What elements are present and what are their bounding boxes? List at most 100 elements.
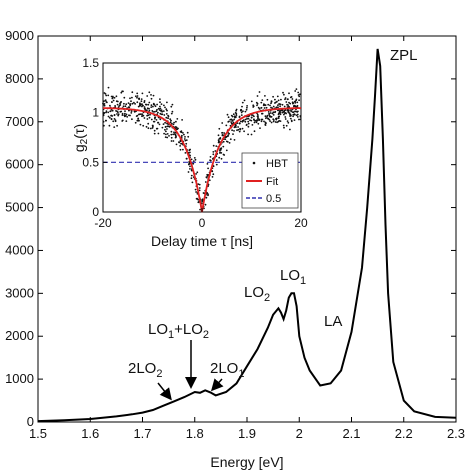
hbt-point	[116, 113, 118, 115]
hbt-point	[165, 130, 167, 133]
hbt-point	[194, 158, 197, 161]
hbt-point	[191, 181, 194, 184]
hbt-point	[198, 183, 201, 186]
hbt-point	[233, 118, 236, 121]
hbt-point	[247, 133, 250, 136]
hbt-point	[299, 115, 302, 117]
hbt-point	[246, 105, 249, 107]
hbt-point	[142, 124, 145, 127]
hbt-point	[228, 132, 231, 135]
annotation-2lo2-sub: 2	[156, 368, 162, 380]
hbt-point	[241, 105, 243, 108]
hbt-point	[291, 98, 294, 100]
hbt-point	[180, 142, 182, 145]
hbt-point	[116, 110, 118, 113]
hbt-point	[272, 120, 275, 123]
hbt-point	[251, 124, 254, 126]
hbt-point	[264, 104, 267, 106]
hbt-point	[227, 134, 230, 137]
hbt-point	[256, 104, 258, 107]
hbt-point	[159, 118, 162, 121]
spectrum-line	[37, 48, 457, 423]
hbt-point	[160, 109, 163, 111]
hbt-point	[283, 126, 285, 129]
hbt-point	[282, 124, 285, 127]
annotation-lo2: LO2	[244, 284, 270, 304]
hbt-point	[209, 159, 212, 162]
hbt-point	[230, 121, 233, 123]
main-y-tick-label: 8000	[5, 71, 34, 86]
hbt-point	[104, 99, 107, 102]
arrow-2lo2	[157, 382, 172, 401]
hbt-point	[265, 122, 267, 124]
hbt-point	[259, 127, 261, 129]
hbt-point	[204, 203, 207, 206]
hbt-point	[133, 101, 135, 104]
hbt-point	[296, 116, 299, 118]
hbt-point	[279, 113, 282, 116]
hbt-point	[217, 141, 220, 143]
hbt-point	[147, 103, 150, 106]
hbt-point	[110, 95, 113, 98]
hbt-point	[288, 92, 290, 95]
hbt-point	[164, 106, 166, 109]
hbt-point	[183, 138, 186, 140]
hbt-point	[241, 101, 244, 104]
hbt-point	[138, 104, 141, 107]
inset-y-tick-label: 1.5	[82, 56, 99, 70]
hbt-point	[283, 93, 285, 96]
hbt-point	[215, 145, 218, 148]
hbt-point	[268, 118, 271, 121]
hbt-point	[107, 86, 110, 89]
hbt-point	[173, 121, 176, 124]
hbt-point	[162, 110, 165, 112]
hbt-point	[274, 121, 277, 123]
hbt-point	[235, 116, 237, 118]
hbt-point	[159, 105, 161, 108]
hbt-point	[111, 97, 114, 100]
hbt-point	[277, 99, 280, 102]
hbt-point	[187, 163, 190, 166]
hbt-point	[276, 121, 278, 124]
hbt-point	[196, 197, 199, 200]
hbt-point	[144, 107, 146, 110]
main-x-tick-label: 2.3	[447, 426, 465, 441]
hbt-point	[241, 119, 244, 122]
hbt-point	[294, 113, 296, 116]
main-y-tick-label: 3000	[5, 285, 34, 300]
hbt-point	[206, 173, 209, 176]
hbt-point	[134, 103, 137, 105]
hbt-point	[256, 113, 259, 116]
hbt-point	[252, 106, 255, 108]
hbt-point	[124, 110, 126, 112]
hbt-point	[130, 112, 133, 114]
hbt-point	[152, 105, 154, 108]
hbt-point	[167, 115, 170, 118]
hbt-point	[265, 117, 267, 120]
hbt-point	[131, 96, 133, 99]
hbt-point	[220, 157, 223, 160]
hbt-point	[170, 133, 173, 136]
hbt-point	[198, 187, 201, 189]
hbt-point	[272, 118, 275, 121]
hbt-point	[142, 104, 144, 107]
hbt-point	[229, 138, 232, 141]
hbt-point	[166, 125, 169, 128]
hbt-point	[143, 101, 146, 104]
hbt-point	[239, 120, 242, 123]
hbt-point	[111, 109, 114, 112]
hbt-point	[233, 126, 236, 129]
hbt-point	[174, 136, 177, 139]
hbt-point	[206, 163, 209, 165]
hbt-point	[270, 106, 272, 109]
hbt-point	[131, 91, 134, 94]
hbt-point	[299, 118, 302, 121]
hbt-point	[130, 110, 133, 112]
hbt-point	[140, 100, 143, 103]
hbt-point	[260, 106, 263, 109]
hbt-point	[114, 105, 116, 107]
hbt-point	[127, 106, 130, 109]
annotation-combo-plus: +LO	[174, 321, 203, 338]
hbt-point	[247, 125, 250, 128]
annotation-2lo2: 2LO2	[128, 360, 162, 380]
